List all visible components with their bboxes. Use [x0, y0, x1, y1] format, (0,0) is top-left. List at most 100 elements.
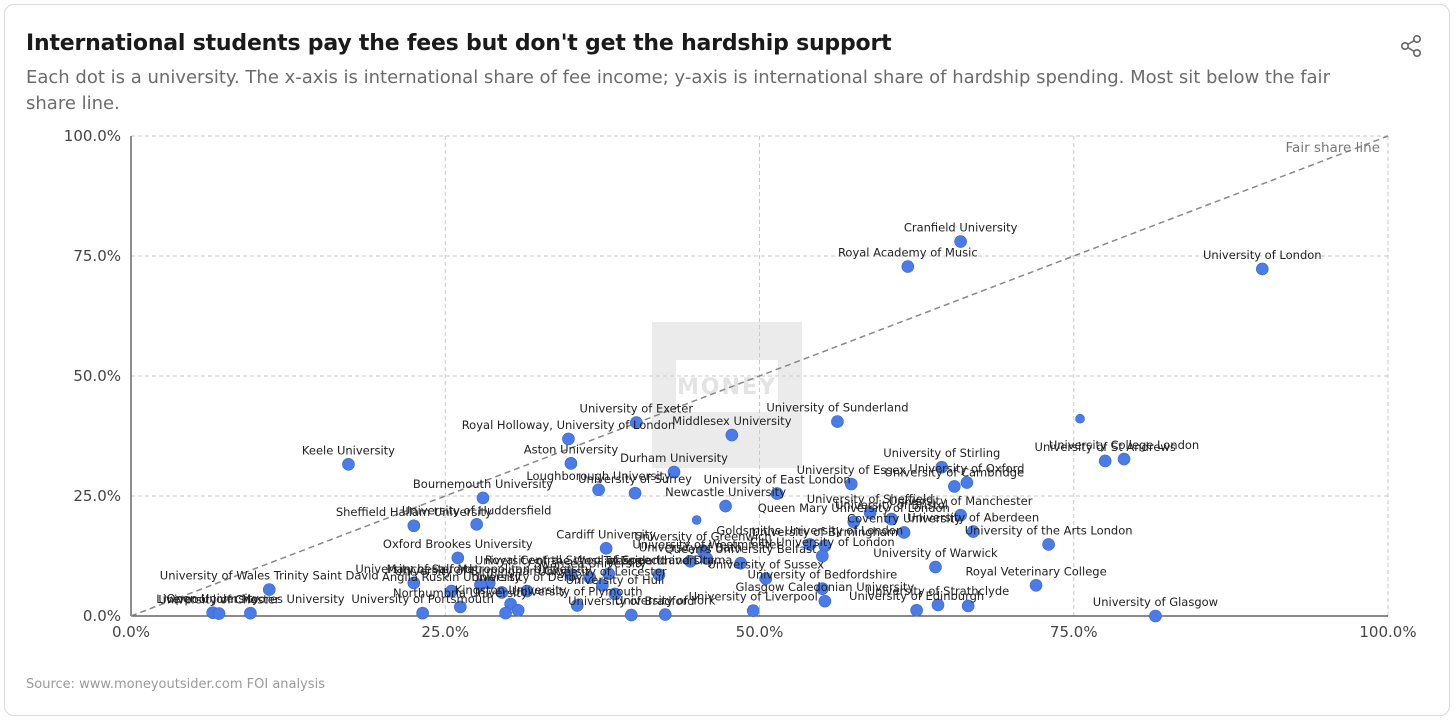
- data-point[interactable]: [495, 586, 509, 599]
- point-label: University of Surrey: [578, 472, 692, 486]
- data-point[interactable]: [1098, 454, 1112, 468]
- fair-share-line-label: Fair share line: [1286, 140, 1380, 156]
- data-point[interactable]: [342, 458, 355, 471]
- data-point[interactable]: [564, 457, 578, 470]
- data-point[interactable]: [454, 600, 467, 614]
- data-point[interactable]: [624, 608, 638, 622]
- data-point[interactable]: [583, 571, 597, 584]
- data-point[interactable]: [844, 477, 858, 491]
- data-point[interactable]: [719, 499, 732, 513]
- y-tick-label: 100.0%: [64, 127, 121, 145]
- data-point[interactable]: [954, 508, 967, 522]
- point-label: University of Birmingham City: [394, 564, 567, 578]
- data-point[interactable]: [816, 549, 829, 563]
- data-point[interactable]: [602, 567, 615, 581]
- data-point[interactable]: [966, 525, 980, 538]
- data-point[interactable]: [691, 515, 702, 525]
- data-point[interactable]: [935, 460, 949, 474]
- data-point[interactable]: [212, 607, 226, 620]
- data-point[interactable]: [847, 515, 861, 529]
- point-label: University of Derby: [471, 570, 582, 584]
- data-point[interactable]: [652, 568, 666, 582]
- data-point[interactable]: [910, 603, 923, 617]
- data-point[interactable]: [511, 603, 525, 617]
- data-point[interactable]: [816, 582, 829, 595]
- data-point[interactable]: [885, 512, 898, 526]
- data-point[interactable]: [684, 554, 697, 568]
- x-tick-label: 75.0%: [1050, 623, 1098, 641]
- point-label: University of Manchester: [889, 494, 1033, 508]
- point-label: Middlesex University: [672, 414, 792, 428]
- data-point[interactable]: [262, 583, 276, 596]
- data-point[interactable]: [1075, 413, 1085, 424]
- chart-subtitle: Each dot is a university. The x-axis is …: [26, 67, 1330, 114]
- data-point[interactable]: [1256, 262, 1269, 276]
- data-point[interactable]: [897, 526, 911, 539]
- data-point[interactable]: [562, 432, 575, 446]
- data-point[interactable]: [470, 518, 483, 531]
- data-point[interactable]: [831, 415, 844, 428]
- data-point[interactable]: [407, 576, 421, 590]
- point-label: University College London: [1049, 438, 1199, 452]
- data-point[interactable]: [734, 556, 747, 570]
- data-point[interactable]: [564, 568, 578, 582]
- data-point[interactable]: [658, 608, 672, 621]
- data-point[interactable]: [407, 519, 421, 533]
- data-point[interactable]: [960, 476, 974, 489]
- y-tick-label: 50.0%: [73, 367, 121, 385]
- data-point[interactable]: [667, 465, 681, 479]
- data-point[interactable]: [700, 552, 714, 565]
- point-label: University of Leicester: [538, 564, 667, 578]
- point-label: Oxford Brookes University: [383, 537, 533, 551]
- data-point[interactable]: [476, 491, 490, 505]
- data-point[interactable]: [244, 606, 257, 620]
- x-tick-label: 100.0%: [1359, 623, 1416, 641]
- data-point[interactable]: [628, 486, 642, 500]
- data-point[interactable]: [1117, 452, 1131, 466]
- data-point[interactable]: [803, 538, 817, 551]
- data-point[interactable]: [863, 506, 877, 520]
- point-label: Loughborough University: [526, 469, 671, 483]
- point-label: Coventry University: [847, 511, 961, 525]
- point-label: University of Liverpool: [689, 590, 818, 604]
- point-label: University of Edinburgh: [849, 589, 984, 603]
- data-point[interactable]: [499, 606, 512, 620]
- data-point[interactable]: [1029, 578, 1043, 592]
- data-point[interactable]: [599, 542, 613, 555]
- data-point[interactable]: [929, 560, 942, 574]
- data-point[interactable]: [954, 235, 967, 248]
- data-point[interactable]: [759, 572, 773, 585]
- share-icon[interactable]: [1398, 33, 1424, 59]
- data-point[interactable]: [520, 584, 534, 598]
- data-point[interactable]: [746, 604, 760, 618]
- data-point[interactable]: [961, 599, 975, 613]
- data-point[interactable]: [570, 599, 584, 612]
- point-label: University of St Andrews: [1035, 440, 1176, 454]
- data-point[interactable]: [1042, 538, 1055, 551]
- point-label: Anglia Ruskin University: [382, 570, 521, 584]
- data-point[interactable]: [725, 428, 739, 442]
- data-point[interactable]: [451, 551, 465, 565]
- point-label: University of Portsmouth: [351, 592, 494, 606]
- data-point[interactable]: [608, 587, 622, 601]
- data-point[interactable]: [596, 578, 609, 592]
- point-label: University of Westminster: [632, 537, 781, 551]
- data-point[interactable]: [818, 594, 832, 608]
- data-point[interactable]: [474, 578, 487, 592]
- data-point[interactable]: [416, 606, 429, 620]
- data-point[interactable]: [901, 260, 915, 273]
- data-point[interactable]: [948, 480, 961, 493]
- point-label: University of York: [615, 594, 716, 608]
- point-label: Manchester Metropolitan University: [387, 562, 592, 576]
- data-point[interactable]: [592, 483, 605, 497]
- point-label: Royal Academy of Music: [838, 246, 978, 260]
- data-point[interactable]: [931, 598, 945, 612]
- data-point[interactable]: [770, 487, 784, 500]
- point-label: Teesside University: [603, 554, 715, 568]
- data-point[interactable]: [1149, 609, 1162, 623]
- x-tick-label: 0.0%: [112, 623, 150, 641]
- data-point[interactable]: [630, 416, 643, 429]
- data-point[interactable]: [445, 584, 458, 598]
- watermark: MONEY: [652, 322, 802, 468]
- point-label: Aston University: [524, 442, 619, 456]
